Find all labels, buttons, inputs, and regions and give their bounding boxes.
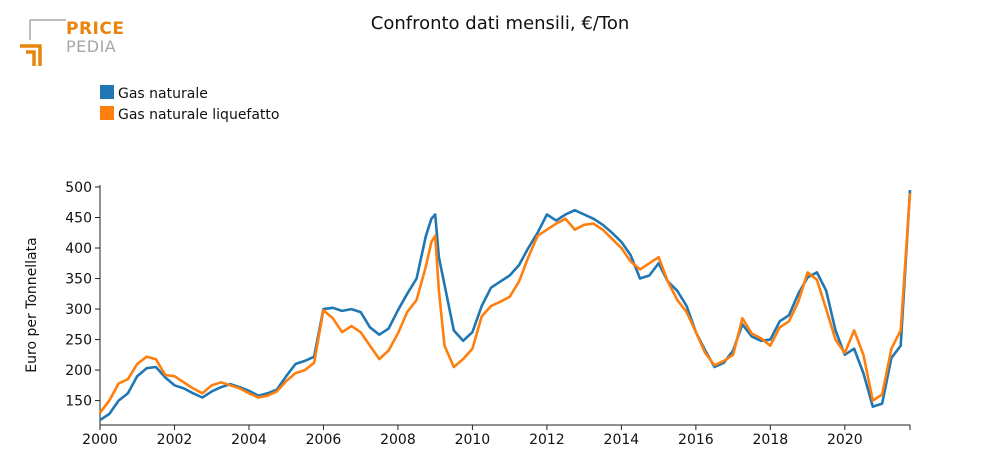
x-tick-label: 2014: [604, 432, 640, 448]
x-tick-label: 2012: [529, 432, 565, 448]
x-tick-label: 2016: [678, 432, 714, 448]
logo-mark-icon: [20, 19, 66, 66]
x-tick-label: 2020: [827, 432, 863, 448]
x-tick-label: 2002: [157, 432, 193, 448]
y-tick-label: 150: [65, 394, 92, 410]
y-axis: 150 200 250 300 350 400 450 500: [65, 180, 101, 425]
y-tick-label: 400: [65, 241, 92, 257]
x-tick-label: 2000: [82, 432, 118, 448]
x-tick-label: 2010: [455, 432, 491, 448]
x-axis: 2000 2002 2004 2006 2008 2010 2012 2014 2016 2018…: [82, 424, 911, 448]
y-tick-label: 200: [65, 363, 92, 379]
y-tick-label: 250: [65, 333, 92, 349]
legend-swatch-gas-naturale: [100, 85, 114, 99]
y-axis-label: Euro per Tonnellata: [24, 237, 40, 372]
logo-text-price: PRICE: [66, 19, 125, 39]
y-tick-label: 450: [65, 211, 92, 227]
series-line-gas-naturale-liquefatto: [98, 193, 912, 414]
legend-label-gnl: Gas naturale liquefatto: [118, 107, 279, 123]
x-tick-label: 2004: [231, 432, 267, 448]
legend: Gas naturale Gas naturale liquefatto: [100, 85, 279, 123]
x-tick-label: 2006: [306, 432, 342, 448]
series-layer: [98, 190, 912, 422]
pricepedia-logo: PRICE PEDIA: [18, 18, 128, 68]
y-tick-label: 350: [65, 272, 92, 288]
x-tick-label: 2018: [753, 432, 789, 448]
y-tick-label: 300: [65, 302, 92, 318]
legend-label-gas-naturale: Gas naturale: [118, 86, 208, 102]
series-line-gas-naturale: [99, 190, 912, 422]
legend-swatch-gnl: [100, 106, 114, 120]
chart-title: Confronto dati mensili, €/Ton: [371, 13, 630, 34]
y-tick-label: 500: [65, 180, 92, 196]
x-tick-label: 2008: [380, 432, 416, 448]
logo-text-pedia: PEDIA: [66, 37, 117, 56]
